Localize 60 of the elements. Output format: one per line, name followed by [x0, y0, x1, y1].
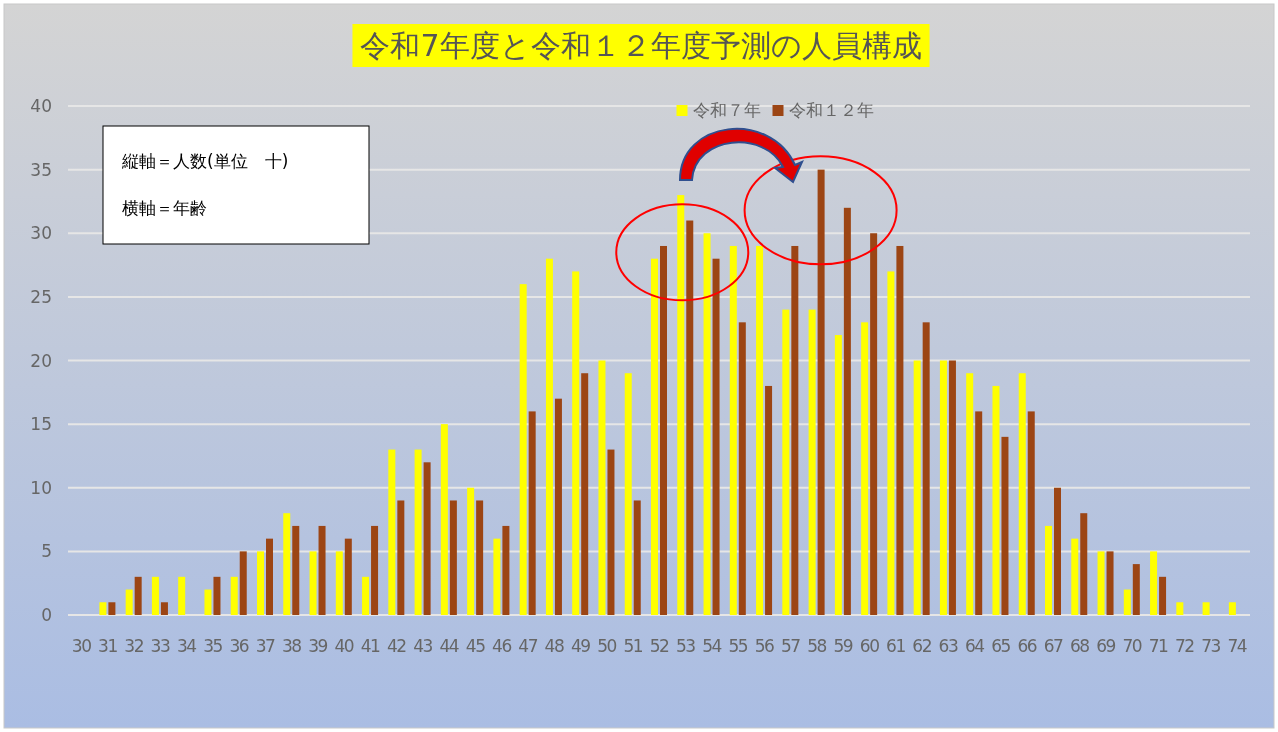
legend-label: 令和１２年 — [788, 100, 874, 120]
x-tick-label: 62 — [912, 636, 932, 656]
x-tick-label: 41 — [360, 636, 381, 656]
x-tick-label: 55 — [728, 636, 748, 656]
x-tick-label: 51 — [623, 636, 643, 656]
x-tick-label: 53 — [675, 636, 696, 656]
y-tick-label: 40 — [30, 96, 52, 116]
x-tick-label: 39 — [308, 636, 328, 656]
x-tick-label: 74 — [1227, 636, 1247, 656]
x-tick-label: 50 — [597, 636, 617, 656]
y-tick-label: 20 — [30, 350, 52, 371]
annotation: 縦軸＝人数(単位 十) — [121, 151, 289, 171]
x-tick-label: 40 — [334, 636, 354, 656]
y-tick-label: 25 — [30, 286, 52, 307]
x-tick-label: 31 — [98, 636, 118, 656]
annotation: 横軸＝年齢 — [122, 198, 207, 218]
x-tick-label: 30 — [71, 636, 92, 656]
x-tick-label: 33 — [150, 636, 170, 656]
x-tick-label: 71 — [1148, 636, 1169, 656]
legend-label: 令和７年 — [692, 100, 761, 120]
x-tick-label: 45 — [465, 636, 486, 656]
y-tick-label: 35 — [30, 159, 52, 180]
x-tick-label: 64 — [964, 636, 985, 656]
x-tick-label: 52 — [649, 636, 669, 656]
x-tick-label: 58 — [807, 636, 827, 656]
x-tick-label: 47 — [518, 636, 538, 656]
x-tick-label: 54 — [702, 636, 722, 656]
x-tick-label: 73 — [1201, 636, 1221, 656]
x-tick-label: 61 — [886, 636, 906, 656]
x-tick-label: 56 — [754, 636, 775, 656]
y-tick-label: 15 — [30, 414, 52, 435]
annotation-box: 縦軸＝人数(単位 十) 横軸＝年齢 — [102, 125, 370, 245]
x-tick-label: 42 — [387, 636, 407, 656]
x-tick-label: 44 — [439, 636, 459, 656]
x-tick-label: 34 — [176, 636, 197, 656]
x-tick-label: 57 — [781, 636, 801, 656]
x-tick-label: 70 — [1122, 636, 1142, 656]
x-tick-label: 48 — [544, 636, 564, 656]
x-tick-label: 68 — [1069, 636, 1090, 656]
x-tick-label: 63 — [938, 636, 958, 656]
x-tick-label: 49 — [570, 636, 591, 656]
x-tick-label: 59 — [833, 636, 853, 656]
x-tick-label: 67 — [1043, 636, 1063, 656]
x-tick-label: 32 — [124, 636, 144, 656]
x-tick-label: 72 — [1175, 636, 1195, 656]
y-tick-label: 5 — [41, 541, 52, 562]
x-tick-label: 69 — [1096, 636, 1116, 656]
y-tick-label: 30 — [30, 223, 52, 244]
x-tick-label: 43 — [413, 636, 433, 656]
chart-title: 令和7年度と令和１２年度予測の人員構成 — [360, 28, 922, 63]
x-tick-label: 38 — [281, 636, 302, 656]
x-tick-label: 60 — [859, 636, 880, 656]
x-tick-label: 37 — [255, 636, 275, 656]
y-tick-label: 0 — [41, 605, 52, 625]
x-tick-label: 65 — [991, 636, 1011, 656]
x-tick-label: 36 — [229, 636, 249, 656]
y-tick-label: 10 — [30, 477, 52, 498]
x-tick-label: 66 — [1017, 636, 1037, 656]
x-tick-label: 46 — [492, 636, 512, 656]
x-tick-label: 35 — [203, 636, 223, 656]
